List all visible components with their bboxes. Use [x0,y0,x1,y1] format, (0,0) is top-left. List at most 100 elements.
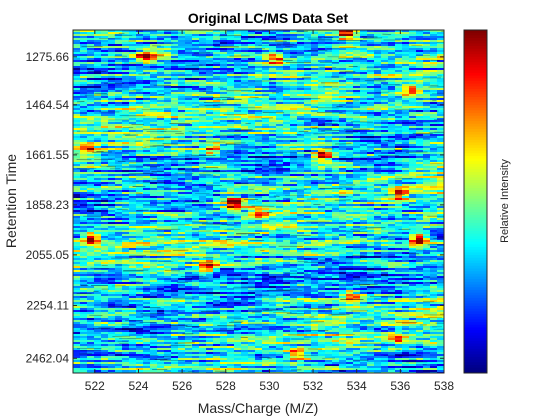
heatmap-cell [346,124,354,127]
heatmap-cell [388,144,396,147]
heatmap-cell [129,92,137,95]
heatmap-cell [206,186,214,189]
heatmap-cell [325,52,333,55]
heatmap-cell [269,154,277,157]
heatmap-cell [360,146,368,149]
heatmap-cell [416,56,424,59]
heatmap-cell [332,120,340,123]
heatmap-cell [283,58,291,61]
heatmap-cell [374,194,382,197]
heatmap-cell [157,136,165,139]
heatmap-cell [227,156,235,159]
heatmap-cell [199,176,207,179]
heatmap-cell [220,56,228,59]
heatmap-cell [136,122,144,125]
heatmap-cell [122,96,130,99]
heatmap-cell [381,150,389,153]
heatmap-cell [367,196,375,199]
heatmap-cell [402,214,410,217]
heatmap-cell [423,84,431,87]
heatmap-cell [80,58,88,61]
heatmap-cell [430,72,438,75]
heatmap-cell [136,88,144,91]
heatmap-cell [381,72,389,75]
heatmap-cell [430,210,438,213]
heatmap-cell [290,154,298,157]
heatmap-cell [199,168,207,171]
heatmap-cell [220,46,228,49]
heatmap-cell [360,100,368,103]
heatmap-cell [332,212,340,215]
heatmap-cell [381,42,389,45]
heatmap-cell [283,100,291,103]
heatmap-cell [108,76,116,79]
heatmap-cell [199,74,207,77]
heatmap-cell [255,136,263,139]
heatmap-cell [115,80,123,83]
heatmap-cell [290,194,298,197]
heatmap-cell [94,172,102,175]
heatmap-cell [346,174,354,177]
heatmap-cell [206,100,214,103]
heatmap-cell [192,92,200,95]
heatmap-cell [276,94,284,97]
heatmap-cell [220,110,228,113]
heatmap-cell [353,78,361,81]
heatmap-cell [283,158,291,161]
heatmap-cell [416,70,424,73]
heatmap-cell [122,62,130,65]
heatmap-cell [409,208,417,211]
heatmap-cell [87,64,95,67]
heatmap-cell [248,30,256,33]
heatmap-cell [346,58,354,61]
heatmap-cell [255,170,263,173]
heatmap-cell [101,88,109,91]
heatmap-cell [157,116,165,119]
heatmap-cell [164,36,172,39]
heatmap-cell [199,56,207,59]
heatmap-cell [437,186,445,189]
heatmap-cell [87,98,95,101]
heatmap-cell [164,194,172,197]
heatmap-cell [206,148,214,151]
heatmap-cell [73,60,81,63]
heatmap-cell [339,188,347,191]
heatmap-cell [234,56,242,59]
heatmap-cell [150,190,158,193]
heatmap-cell [94,36,102,39]
heatmap-cell [437,36,445,39]
heatmap-cell [192,208,200,211]
heatmap-cell [213,210,221,213]
heatmap-cell [185,190,193,193]
heatmap-cell [87,80,95,83]
heatmap-cell [423,180,431,183]
heatmap-cell [178,152,186,155]
heatmap-cell [283,72,291,75]
heatmap-cell [332,52,340,55]
heatmap-cell [381,108,389,111]
heatmap-cell [276,138,284,141]
heatmap-cell [332,106,340,109]
heatmap-cell [325,180,333,183]
heatmap-cell [164,110,172,113]
heatmap-cell [178,158,186,161]
heatmap-cell [115,156,123,159]
heatmap-cell [80,124,88,127]
heatmap-cell [101,150,109,153]
heatmap-cell [430,56,438,59]
heatmap-cell [416,60,424,63]
heatmap-cell [199,46,207,49]
heatmap-cell [87,146,95,149]
heatmap-cell [129,64,137,67]
heatmap-cell [143,152,151,155]
heatmap-cell [353,70,361,73]
heatmap-cell [297,174,305,177]
heatmap-cell [437,216,445,219]
heatmap-cell [332,136,340,139]
heatmap-cell [269,162,277,165]
heatmap-cell [395,212,403,215]
heatmap-cell [108,112,116,115]
heatmap-cell [143,74,151,77]
heatmap-cell [171,46,179,49]
heatmap-cell [423,210,431,213]
